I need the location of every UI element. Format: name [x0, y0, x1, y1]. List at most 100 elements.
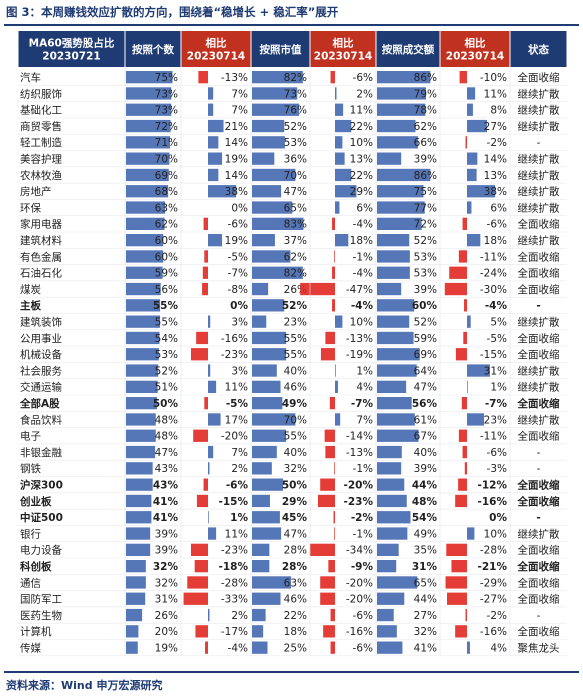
- source-note: 资料来源：Wind 申万宏源研究: [6, 679, 163, 692]
- ratio-label: 82%: [284, 72, 307, 84]
- ratio-bar: [126, 217, 165, 230]
- ratio-label: 62%: [155, 219, 178, 231]
- row-name: 环保: [20, 201, 41, 214]
- delta-bar: [445, 576, 467, 589]
- delta-bar: [335, 136, 343, 149]
- ratio-label: 55%: [155, 316, 178, 328]
- ratio-bar: [126, 119, 171, 133]
- delta-bar: [467, 87, 476, 100]
- ratio-bar: [252, 87, 298, 100]
- ratio-label: 69%: [414, 349, 437, 361]
- delta-label: -5%: [226, 398, 249, 410]
- row-name: 交通运输: [20, 381, 62, 394]
- ratio-label: 28%: [282, 561, 308, 573]
- ratio-label: 63%: [284, 577, 307, 589]
- row-name: 有色金属: [20, 250, 62, 263]
- delta-bar: [444, 282, 467, 296]
- ratio-label: 79%: [414, 88, 437, 100]
- header-cell: [181, 31, 251, 67]
- delta-label: 13%: [350, 153, 373, 165]
- ratio-bar: [126, 185, 169, 198]
- ratio-bar: [377, 445, 402, 459]
- delta-bar: [208, 413, 221, 426]
- delta-label: 2%: [231, 463, 248, 475]
- delta-label: 0%: [489, 512, 507, 524]
- ratio-label: 39%: [414, 463, 437, 475]
- delta-label: 14%: [225, 137, 248, 149]
- ratio-label: 47%: [414, 382, 437, 394]
- delta-label: -6%: [228, 219, 248, 231]
- ratio-label: 32%: [155, 577, 178, 589]
- delta-bar: [330, 608, 335, 622]
- delta-label: -23%: [344, 496, 374, 508]
- ratio-label: 25%: [284, 642, 307, 654]
- delta-bar: [335, 103, 344, 116]
- ratio-bar: [126, 71, 173, 84]
- ratio-bar: [126, 478, 153, 491]
- delta-label: 0%: [231, 202, 248, 214]
- delta-label: -20%: [344, 479, 374, 491]
- row-name: 汽车: [20, 71, 41, 84]
- row-name: 计算机: [20, 625, 52, 638]
- delta-bar: [329, 397, 335, 410]
- ratio-bar: [377, 119, 416, 133]
- delta-label: 14%: [484, 153, 507, 165]
- ratio-label: 56%: [155, 284, 178, 296]
- ratio-bar: [377, 250, 410, 263]
- delta-label: -11%: [480, 251, 507, 263]
- delta-label: -33%: [221, 594, 248, 606]
- delta-bar: [335, 168, 352, 182]
- ratio-label: 36%: [284, 153, 307, 165]
- delta-bar: [205, 641, 208, 654]
- ratio-bar: [126, 592, 146, 605]
- ratio-label: 52%: [282, 300, 308, 312]
- delta-bar: [467, 185, 496, 198]
- ratio-bar: [252, 543, 270, 556]
- delta-label: -11%: [480, 431, 507, 443]
- ratio-bar: [252, 119, 285, 133]
- ratio-bar: [252, 168, 296, 182]
- ratio-bar: [126, 462, 153, 475]
- delta-bar: [467, 641, 470, 654]
- delta-bar: [332, 217, 335, 230]
- delta-bar: [455, 494, 467, 508]
- ratio-bar: [126, 445, 156, 459]
- ratio-bar: [126, 266, 163, 279]
- status-label: 继续扩散: [518, 234, 560, 247]
- row-name: 钢铁: [20, 462, 41, 475]
- ratio-bar: [252, 527, 282, 540]
- ratio-bar: [126, 315, 161, 328]
- ratio-bar: [377, 217, 422, 230]
- delta-label: 1%: [230, 512, 248, 524]
- delta-label: 21%: [225, 121, 248, 133]
- status-label: 全面收缩: [517, 560, 560, 573]
- ratio-bar: [377, 608, 394, 622]
- delta-bar: [458, 250, 467, 263]
- row-name: 社会服务: [20, 364, 62, 377]
- delta-bar: [332, 299, 335, 312]
- delta-label: -5%: [228, 251, 248, 263]
- delta-label: -28%: [480, 545, 507, 557]
- delta-label: 4%: [490, 642, 507, 654]
- status-label: 全面收缩: [518, 593, 560, 606]
- delta-label: 18%: [484, 235, 507, 247]
- header-cell: [18, 31, 125, 67]
- ratio-bar: [126, 234, 164, 247]
- delta-bar: [203, 478, 208, 491]
- delta-bar: [335, 364, 336, 377]
- ratio-bar: [252, 185, 282, 198]
- status-label: 全面收缩: [518, 625, 560, 638]
- row-name: 电力设备: [20, 544, 62, 557]
- row-name: 建筑装饰: [20, 315, 62, 328]
- delta-label: -6%: [487, 219, 507, 231]
- ratio-bar: [252, 299, 285, 312]
- delta-bar: [208, 136, 219, 149]
- delta-label: -6%: [353, 72, 373, 84]
- ratio-bar: [126, 364, 159, 377]
- delta-bar: [463, 331, 467, 345]
- header-label: 按照市值: [260, 43, 302, 56]
- header-label: 按照个数: [132, 43, 174, 56]
- delta-label: -14%: [346, 431, 373, 443]
- delta-label: 27%: [484, 121, 507, 133]
- ratio-bar: [252, 560, 270, 573]
